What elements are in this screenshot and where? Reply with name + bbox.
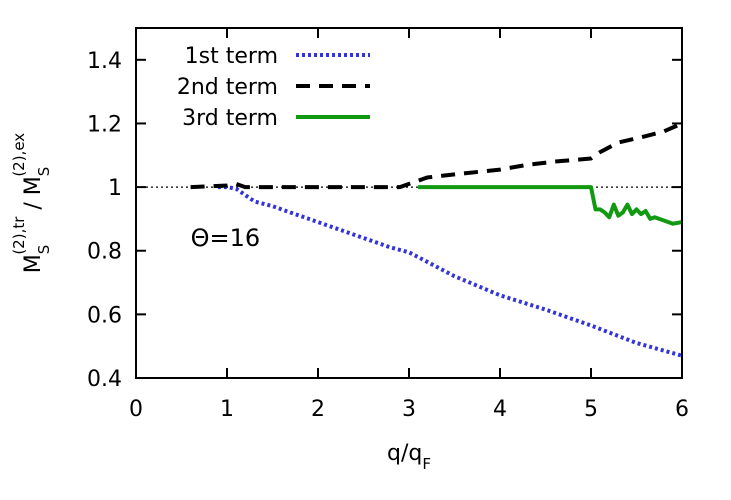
theta-annotation: Θ=16 xyxy=(191,224,261,252)
y-axis-label-base1: M xyxy=(21,254,46,273)
legend-label-1: 1st term xyxy=(185,44,278,69)
y-tick-label: 1 xyxy=(108,176,122,201)
x-tick-label: 0 xyxy=(129,397,143,422)
y-axis-label: MS(2),tr / MS(2),ex xyxy=(10,133,53,273)
series-line-1 xyxy=(217,185,683,358)
tick-layer: 0 1 2 3 4 5 6 0.4 0.6 0.8 1 1.2 1.4 xyxy=(87,28,689,422)
y-axis-label-sup1: (2),tr xyxy=(10,216,28,255)
y-tick-label: 0.6 xyxy=(87,303,122,328)
y-tick-label: 1.4 xyxy=(87,49,122,74)
y-axis-label-sub1: S xyxy=(35,245,53,255)
x-tick-label: 2 xyxy=(311,397,325,422)
y-axis-label-base2: M xyxy=(21,176,46,195)
x-tick-label: 1 xyxy=(220,397,234,422)
plot-layer xyxy=(136,121,683,358)
series-line-3 xyxy=(418,185,683,226)
legend-label-2: 2nd term xyxy=(177,75,278,100)
y-axis-label-sep: / xyxy=(21,195,46,216)
x-tick-label: 3 xyxy=(402,397,416,422)
y-tick-label: 1.2 xyxy=(87,112,122,137)
x-tick-label: 4 xyxy=(493,397,507,422)
x-axis-label-main: q/q xyxy=(387,441,422,466)
legend-label-3: 3rd term xyxy=(182,106,278,131)
x-axis-label-sub: F xyxy=(422,455,431,473)
y-axis-label-sup2: (2),ex xyxy=(10,133,28,177)
y-tick-label: 0.8 xyxy=(87,240,122,265)
y-tick-label: 0.4 xyxy=(87,367,122,392)
legend: 1st term 2nd term 3rd term xyxy=(177,44,370,131)
x-tick-label: 6 xyxy=(675,397,689,422)
y-axis-label-sub2: S xyxy=(35,167,53,177)
x-tick-label: 5 xyxy=(584,397,598,422)
series-line-2 xyxy=(190,121,683,190)
x-axis-label: q/qF xyxy=(387,441,431,473)
